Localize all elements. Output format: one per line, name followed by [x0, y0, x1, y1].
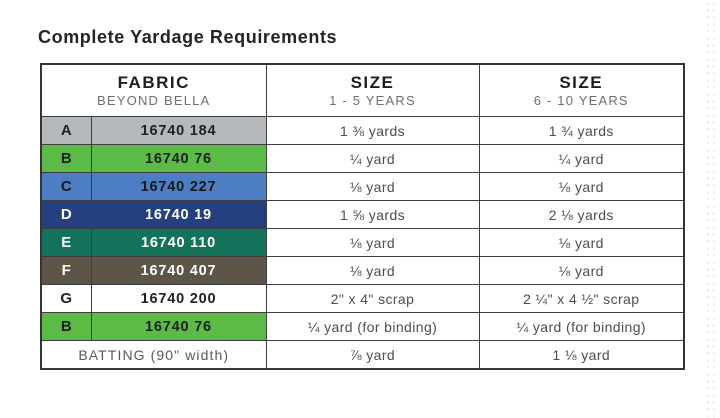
table-row: F 16740 407 ⅛ yard ⅛ yard [40, 256, 685, 285]
batting-size-large: 1 ⅛ yard [478, 340, 685, 370]
table-row: A 16740 184 1 ⅜ yards 1 ¾ yards [40, 116, 685, 145]
fabric-number: 16740 76 [90, 144, 267, 173]
yardage-size-large: ⅛ yard [478, 172, 685, 201]
yardage-table-body: A 16740 184 1 ⅜ yards 1 ¾ yards B 16740 76 ¼ y… [40, 116, 685, 341]
fabric-letter: E [40, 228, 92, 257]
header-fabric-subtitle: BEYOND BELLA [97, 93, 211, 109]
header-size-large-subtitle: 6 - 10 YEARS [533, 93, 629, 109]
fabric-number: 16740 407 [90, 256, 267, 285]
table-row: C 16740 227 ⅛ yard ⅛ yard [40, 172, 685, 201]
table-row: B 16740 76 ¼ yard (for binding) ¼ yard (for… [40, 312, 685, 341]
yardage-size-large: 2 ⅛ yards [478, 200, 685, 229]
yardage-size-small: ⅛ yard [265, 172, 480, 201]
yardage-size-small: ⅛ yard [265, 228, 480, 257]
fabric-number: 16740 184 [90, 116, 267, 145]
yardage-size-large: ⅛ yard [478, 228, 685, 257]
yardage-size-small: ¼ yard [265, 144, 480, 173]
yardage-size-large: ¼ yard [478, 144, 685, 173]
header-fabric-title: FABRIC [117, 73, 190, 93]
batting-row: BATTING (90" width) ⅞ yard 1 ⅛ yard [40, 340, 685, 370]
yardage-size-large: ¼ yard (for binding) [478, 312, 685, 341]
header-size-large: SIZE 6 - 10 YEARS [478, 63, 685, 117]
fabric-number: 16740 76 [90, 312, 267, 341]
header-size-small-subtitle: 1 - 5 YEARS [329, 93, 416, 109]
yardage-size-large: 1 ¾ yards [478, 116, 685, 145]
fabric-letter: G [40, 284, 92, 313]
header-size-small: SIZE 1 - 5 YEARS [265, 63, 480, 117]
fabric-number: 16740 200 [90, 284, 267, 313]
yardage-size-small: 2" x 4" scrap [265, 284, 480, 313]
fabric-letter: F [40, 256, 92, 285]
yardage-size-small: 1 ⅝ yards [265, 200, 480, 229]
table-row: G 16740 200 2" x 4" scrap 2 ¼" x 4 ½" scrap [40, 284, 685, 313]
fabric-letter: D [40, 200, 92, 229]
batting-label: BATTING (90" width) [40, 340, 267, 370]
fabric-number: 16740 110 [90, 228, 267, 257]
header-row: FABRIC BEYOND BELLA SIZE 1 - 5 YEARS SIZ… [40, 63, 685, 117]
header-fabric: FABRIC BEYOND BELLA [40, 63, 267, 117]
batting-size-small: ⅞ yard [265, 340, 480, 370]
fabric-letter: A [40, 116, 92, 145]
page-title: Complete Yardage Requirements [38, 27, 338, 47]
table-row: D 16740 19 1 ⅝ yards 2 ⅛ yards [40, 200, 685, 229]
table-row: E 16740 110 ⅛ yard ⅛ yard [40, 228, 685, 257]
table-header: FABRIC BEYOND BELLA SIZE 1 - 5 YEARS SIZ… [40, 63, 685, 117]
fabric-letter: B [40, 312, 92, 341]
header-size-small-title: SIZE [350, 73, 395, 93]
fabric-letter: C [40, 172, 92, 201]
table-footer: BATTING (90" width) ⅞ yard 1 ⅛ yard [40, 340, 685, 370]
yardage-size-small: ⅛ yard [265, 256, 480, 285]
yardage-size-large: ⅛ yard [478, 256, 685, 285]
table-row: B 16740 76 ¼ yard ¼ yard [40, 144, 685, 173]
yardage-size-small: ¼ yard (for binding) [265, 312, 480, 341]
header-size-large-title: SIZE [559, 73, 604, 93]
fabric-letter: B [40, 144, 92, 173]
fabric-number: 16740 227 [90, 172, 267, 201]
yardage-size-large: 2 ¼" x 4 ½" scrap [478, 284, 685, 313]
yardage-table: FABRIC BEYOND BELLA SIZE 1 - 5 YEARS SIZ… [40, 63, 685, 370]
yardage-size-small: 1 ⅜ yards [265, 116, 480, 145]
perforation-edge [705, 0, 717, 418]
fabric-number: 16740 19 [90, 200, 267, 229]
